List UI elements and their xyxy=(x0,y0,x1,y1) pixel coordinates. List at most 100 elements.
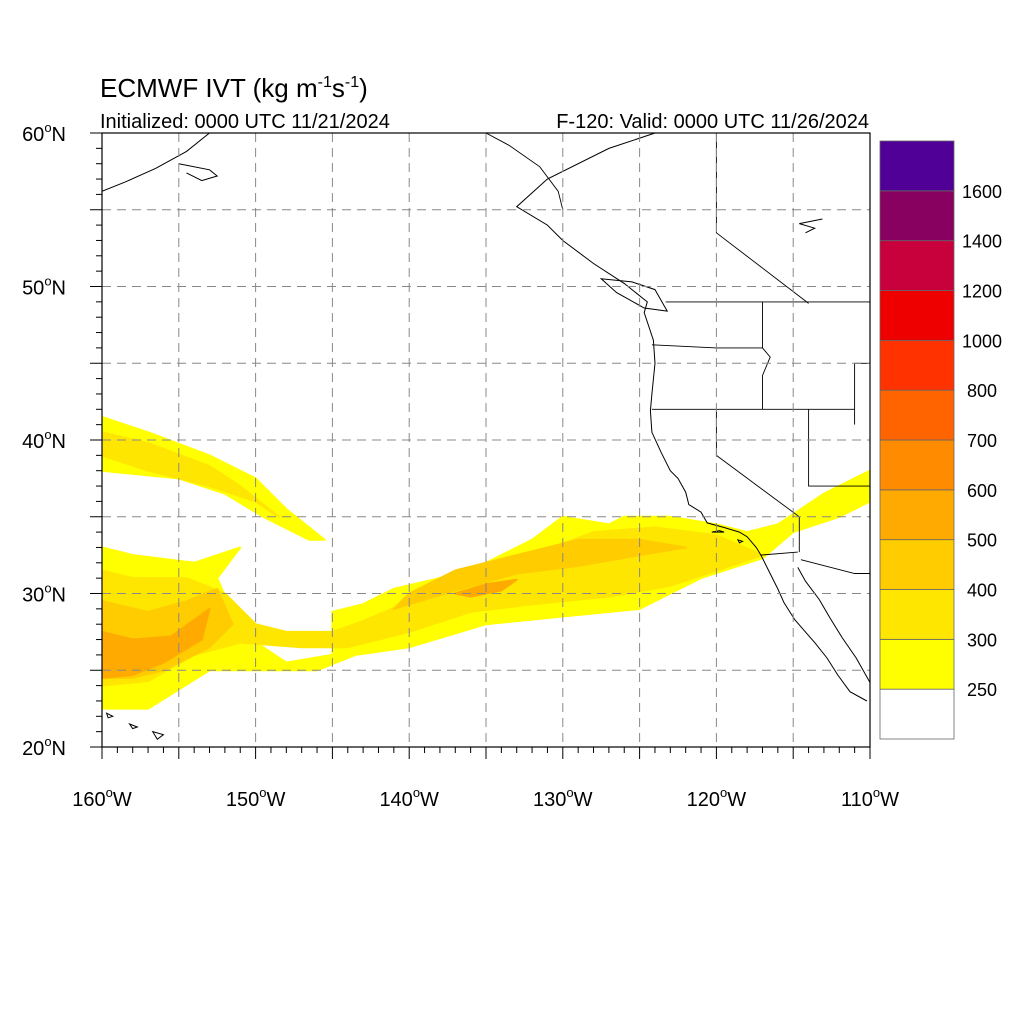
lon-label-130-degree: o xyxy=(566,785,573,800)
island-2 xyxy=(151,730,165,741)
lat-label-30-degree: o xyxy=(44,581,51,596)
boundary-line-5 xyxy=(715,409,800,553)
lon-label-130-value: 130 xyxy=(533,789,566,811)
lat-label-20: 20oN xyxy=(22,734,66,760)
colorbar-label-600: 600 xyxy=(967,481,997,501)
boundary-line-10 xyxy=(485,133,564,210)
island-7 xyxy=(599,278,669,312)
colorbar-box-2 xyxy=(879,638,955,690)
colorbar-box-8 xyxy=(879,339,955,391)
chart-title: ECMWF IVT (kg m-1s-1) xyxy=(100,73,368,103)
island-5 xyxy=(711,530,725,533)
map-plot-area xyxy=(101,132,871,748)
lon-label-160-hemisphere: W xyxy=(113,789,132,811)
ivt-contour-400-2 xyxy=(392,538,687,610)
lat-label-50-hemisphere: N xyxy=(52,278,66,300)
lon-label-120-value: 120 xyxy=(687,789,720,811)
lon-label-140: 140oW xyxy=(379,785,439,811)
boundary-line-2 xyxy=(651,301,763,349)
coastline-1 xyxy=(515,133,868,702)
colorbar-box-10 xyxy=(879,240,955,291)
colorbar-label-1200: 1200 xyxy=(962,282,1002,302)
lat-label-30-value: 30 xyxy=(22,585,44,607)
lon-label-160-value: 160 xyxy=(72,789,105,811)
colorbar-label-300: 300 xyxy=(967,630,997,650)
lon-label-160: 160oW xyxy=(72,785,132,811)
lon-label-150-value: 150 xyxy=(226,789,259,811)
island-4 xyxy=(105,712,115,719)
lat-label-20-hemisphere: N xyxy=(52,738,66,760)
coastline-3 xyxy=(102,133,210,192)
colorbar-box-3 xyxy=(879,589,955,640)
lon-label-110-degree: o xyxy=(873,785,880,800)
ivt-contour-500-1 xyxy=(102,607,211,679)
colorbar-label-500: 500 xyxy=(967,531,997,551)
title-main: ECMWF IVT (kg m xyxy=(100,73,318,103)
lon-label-130: 130oW xyxy=(533,785,593,811)
colorbar-label-700: 700 xyxy=(967,431,997,451)
lat-label-60: 60oN xyxy=(22,120,66,146)
colorbar-box-1 xyxy=(879,688,955,740)
lon-label-140-value: 140 xyxy=(379,789,412,811)
lat-label-50-value: 50 xyxy=(22,278,44,300)
lat-label-40-hemisphere: N xyxy=(52,431,66,453)
ivt-contour-300-2 xyxy=(102,526,764,687)
lat-label-60-value: 60 xyxy=(22,124,44,146)
lat-label-60-hemisphere: N xyxy=(52,124,66,146)
title-end: ) xyxy=(359,73,368,103)
subtitle-valid: F-120: Valid: 0000 UTC 11/26/2024 xyxy=(556,111,869,133)
lat-label-40-degree: o xyxy=(44,427,51,442)
colorbar-box-4 xyxy=(879,539,955,590)
colorbar-label-800: 800 xyxy=(967,381,997,401)
lon-label-160-degree: o xyxy=(106,785,113,800)
longitude-labels: 160oW 150oW 140oW 130oW 120oW 110oW xyxy=(72,785,899,811)
subtitle-initialized: Initialized: 0000 UTC 11/21/2024 xyxy=(100,111,390,133)
lon-label-150-hemisphere: W xyxy=(266,789,285,811)
lat-label-30-hemisphere: N xyxy=(52,585,66,607)
graticule-layer xyxy=(102,133,870,747)
boundary-line-3 xyxy=(762,347,771,410)
coastline-2 xyxy=(797,567,870,683)
colorbar-box-5 xyxy=(879,489,955,541)
axis-ticks xyxy=(90,132,871,759)
lat-label-40: 40oN xyxy=(22,427,66,453)
lat-label-20-value: 20 xyxy=(22,738,44,760)
coastline-5 xyxy=(799,218,823,234)
lon-label-140-hemisphere: W xyxy=(420,789,439,811)
boundary-line-7 xyxy=(760,551,798,556)
lat-label-50: 50oN xyxy=(22,274,66,300)
lat-label-40-value: 40 xyxy=(22,431,44,453)
lon-label-130-hemisphere: W xyxy=(574,789,593,811)
geography-layer xyxy=(102,133,870,747)
lon-label-110-value: 110 xyxy=(841,789,873,811)
lon-label-150: 150oW xyxy=(226,785,286,811)
colorbar-label-400: 400 xyxy=(967,581,997,601)
lat-label-50-degree: o xyxy=(44,274,51,289)
lon-label-120-degree: o xyxy=(720,785,727,800)
colorbar-box-9 xyxy=(879,290,955,341)
colorbar-box-12 xyxy=(879,140,955,192)
title-exp2: -1 xyxy=(345,74,359,91)
lon-label-120: 120oW xyxy=(687,785,747,811)
lat-label-60-degree: o xyxy=(44,120,51,135)
lat-label-20-degree: o xyxy=(44,734,51,749)
title-exp1: -1 xyxy=(318,74,332,91)
lon-label-150-degree: o xyxy=(259,785,266,800)
lat-label-30: 30oN xyxy=(22,581,66,607)
lon-label-120-hemisphere: W xyxy=(727,789,746,811)
island-6 xyxy=(736,538,744,544)
boundary-line-6 xyxy=(808,409,870,487)
colorbar: 250 300 400 500 600 700 800 1000 1200 1400 1600 xyxy=(879,140,1002,740)
coastline-4 xyxy=(178,163,219,182)
title-mid: s xyxy=(332,73,345,103)
lon-label-110: 110oW xyxy=(841,785,899,811)
colorbar-box-7 xyxy=(879,389,955,441)
boundary-line-12 xyxy=(800,559,870,574)
colorbar-label-250: 250 xyxy=(967,680,997,700)
colorbar-box-11 xyxy=(879,190,955,242)
lon-label-140-degree: o xyxy=(413,785,420,800)
lon-label-110-hemisphere: W xyxy=(880,789,899,811)
island-3 xyxy=(128,722,139,730)
